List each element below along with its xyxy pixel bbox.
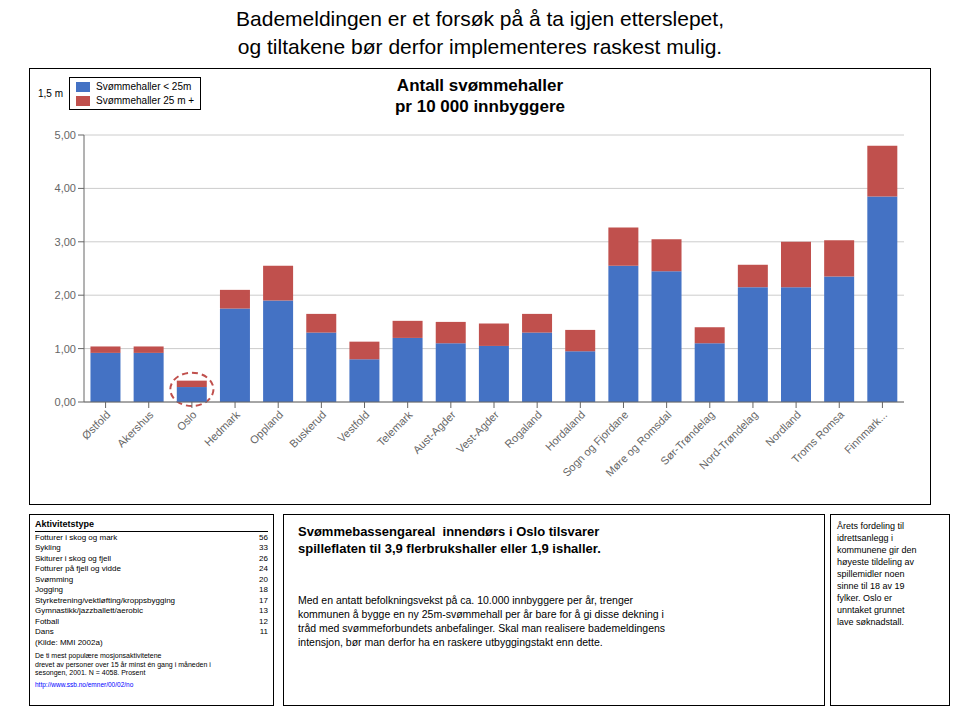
svg-text:5,00: 5,00 — [55, 129, 76, 141]
svg-text:Oppland: Oppland — [247, 408, 285, 446]
svg-text:Hedmark: Hedmark — [202, 408, 242, 448]
html-text:Fotturer i skog og mark: Fotturer i skog og mark — [35, 532, 118, 542]
html-text:Fotball: Fotball — [35, 616, 59, 626]
html-text:Svømmehaller < 25m: Svømmehaller < 25m — [96, 81, 192, 92]
html-text:26: 26 — [259, 553, 268, 563]
html-text:17: 17 — [259, 595, 268, 605]
html-text:18: 18 — [259, 585, 268, 594]
html-text:Gymnastikk/jazzballett/aerobic: Gymnastikk/jazzballett/aerobic — [35, 606, 143, 615]
svg-text:Troms Romsa: Troms Romsa — [789, 408, 847, 466]
html-text:Dans: Dans — [35, 627, 54, 636]
svg-text:Nordland: Nordland — [763, 408, 803, 448]
html-text:http://www.ssb.no/emner/00/02/: http://www.ssb.no/emner/00/02/no — [35, 680, 134, 688]
svg-text:Akershus: Akershus — [115, 408, 156, 449]
svg-text:Nord-Trøndelag: Nord-Trøndelag — [697, 408, 760, 471]
html-text:Svømmehaller 25 m +: Svømmehaller 25 m + — [96, 95, 195, 106]
html-text:20: 20 — [259, 574, 268, 584]
svg-text:Rogaland: Rogaland — [502, 408, 544, 450]
html-text:Antall svømmehaller pr 10 000: Antall svømmehaller pr 10 000 innbyggere — [395, 76, 565, 116]
svg-text:Finnmark...: Finnmark... — [842, 408, 889, 455]
html-text:12: 12 — [259, 616, 268, 626]
html-text:1,5 m: 1,5 m — [38, 88, 63, 99]
html-text:Fotturer på fjell og vidde: Fotturer på fjell og vidde — [35, 564, 121, 573]
html-text:24: 24 — [259, 564, 268, 573]
html-text:Skiturer i skog og fjell: Skiturer i skog og fjell — [35, 553, 111, 563]
html-text:(Kilde: MMI 2002a): (Kilde: MMI 2002a) — [35, 637, 103, 647]
svg-text:Aust-Agder: Aust-Agder — [410, 408, 458, 456]
svg-text:0,00: 0,00 — [55, 396, 76, 408]
html-text:Svømming: Svømming — [35, 574, 74, 584]
svg-text:2,00: 2,00 — [55, 289, 76, 301]
html-text:De ti mest populære mosjonsakt: De ti mest populære mosjonsaktivitetene … — [35, 652, 211, 676]
svg-text:Hordaland: Hordaland — [543, 408, 587, 452]
svg-text:Møre og Romsdal: Møre og Romsdal — [603, 408, 673, 478]
svg-text:Vestfold: Vestfold — [335, 408, 371, 444]
html-text:33: 33 — [259, 543, 268, 552]
svg-text:Vest-Agder: Vest-Agder — [454, 408, 501, 455]
html-text:og tiltakene bør derfor implem: og tiltakene bør derfor implementeres ra… — [237, 35, 723, 58]
svg-text:Oslo: Oslo — [174, 408, 198, 432]
svg-text:4,00: 4,00 — [55, 182, 76, 194]
html-text:Årets fordeling til idrettsanl: Årets fordeling til idrettsanlegg i komm… — [837, 521, 917, 627]
html-text:Med en antatt befolkningsvekst: Med en antatt befolkningsvekst på ca. 10… — [298, 594, 666, 648]
html-text:11: 11 — [259, 627, 268, 636]
html-text:Styrketrening/vektløfting/krop: Styrketrening/vektløfting/kroppsbygging — [35, 595, 176, 605]
html-text:Jogging: Jogging — [35, 585, 63, 594]
svg-text:Buskerud: Buskerud — [287, 408, 328, 449]
html-text:56: 56 — [259, 532, 268, 542]
svg-text:3,00: 3,00 — [55, 236, 76, 248]
html-text:Aktivitetstype: Aktivitetstype — [35, 519, 94, 529]
svg-text:1,00: 1,00 — [55, 343, 76, 355]
svg-text:Østfold: Østfold — [79, 408, 112, 441]
html-text:Svømmebassengareal innendørs i: Svømmebassengareal innendørs i Oslo tils… — [298, 524, 601, 556]
html-text:Sykling: Sykling — [35, 543, 61, 552]
svg-text:Sør-Trøndelag: Sør-Trøndelag — [658, 408, 717, 468]
html-text:Bademeldingen er et forsøk på: Bademeldingen er et forsøk på å ta igjen… — [236, 7, 724, 30]
html-text:13: 13 — [259, 606, 268, 615]
svg-text:Telemark: Telemark — [375, 408, 415, 448]
svg-text:Sogn og Fjordane: Sogn og Fjordane — [560, 408, 631, 479]
